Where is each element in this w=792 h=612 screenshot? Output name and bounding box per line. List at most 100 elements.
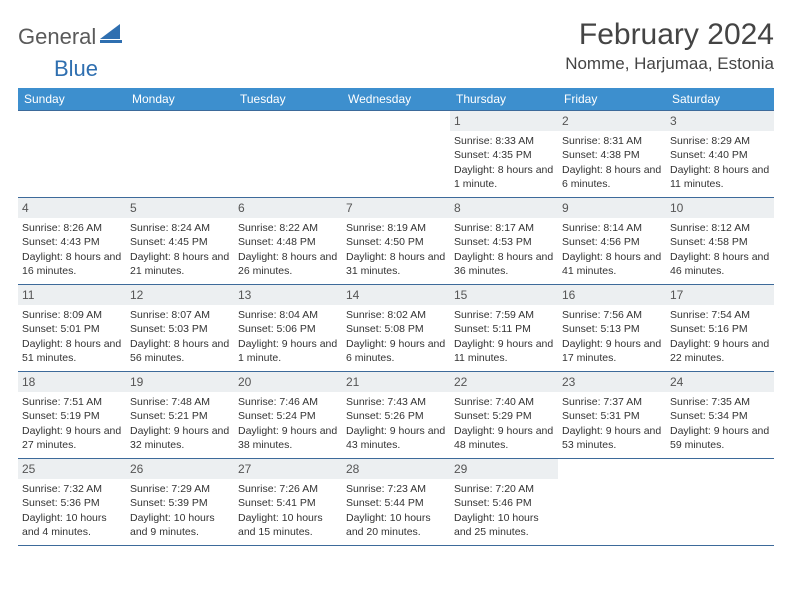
brand-sail-icon (100, 24, 126, 49)
dow-sunday: Sunday (18, 88, 126, 110)
location-text: Nomme, Harjumaa, Estonia (565, 54, 774, 74)
sunset-text: Sunset: 4:43 PM (22, 235, 122, 249)
day-number: 15 (450, 285, 558, 305)
sunrise-text: Sunrise: 7:51 AM (22, 395, 122, 409)
day-info: Sunrise: 8:17 AMSunset: 4:53 PMDaylight:… (454, 221, 554, 278)
sunset-text: Sunset: 4:48 PM (238, 235, 338, 249)
sunset-text: Sunset: 4:50 PM (346, 235, 446, 249)
day-info: Sunrise: 7:51 AMSunset: 5:19 PMDaylight:… (22, 395, 122, 452)
day-cell: 24Sunrise: 7:35 AMSunset: 5:34 PMDayligh… (666, 372, 774, 458)
day-number: 19 (126, 372, 234, 392)
daylight-text: Daylight: 9 hours and 17 minutes. (562, 337, 662, 365)
sunrise-text: Sunrise: 7:48 AM (130, 395, 230, 409)
day-cell: 12Sunrise: 8:07 AMSunset: 5:03 PMDayligh… (126, 285, 234, 371)
day-info: Sunrise: 8:24 AMSunset: 4:45 PMDaylight:… (130, 221, 230, 278)
day-cell: 10Sunrise: 8:12 AMSunset: 4:58 PMDayligh… (666, 198, 774, 284)
sunrise-text: Sunrise: 7:40 AM (454, 395, 554, 409)
sunset-text: Sunset: 5:16 PM (670, 322, 770, 336)
day-cell: 28Sunrise: 7:23 AMSunset: 5:44 PMDayligh… (342, 459, 450, 545)
dow-friday: Friday (558, 88, 666, 110)
daylight-text: Daylight: 9 hours and 32 minutes. (130, 424, 230, 452)
day-cell: 22Sunrise: 7:40 AMSunset: 5:29 PMDayligh… (450, 372, 558, 458)
sunrise-text: Sunrise: 8:17 AM (454, 221, 554, 235)
day-number: 29 (450, 459, 558, 479)
day-cell: 3Sunrise: 8:29 AMSunset: 4:40 PMDaylight… (666, 111, 774, 197)
day-number: 22 (450, 372, 558, 392)
day-cell: 14Sunrise: 8:02 AMSunset: 5:08 PMDayligh… (342, 285, 450, 371)
daylight-text: Daylight: 8 hours and 51 minutes. (22, 337, 122, 365)
daylight-text: Daylight: 8 hours and 36 minutes. (454, 250, 554, 278)
day-info: Sunrise: 8:14 AMSunset: 4:56 PMDaylight:… (562, 221, 662, 278)
day-info: Sunrise: 7:32 AMSunset: 5:36 PMDaylight:… (22, 482, 122, 539)
day-number: 24 (666, 372, 774, 392)
dow-monday: Monday (126, 88, 234, 110)
day-info: Sunrise: 8:33 AMSunset: 4:35 PMDaylight:… (454, 134, 554, 191)
sunset-text: Sunset: 5:36 PM (22, 496, 122, 510)
day-info: Sunrise: 8:26 AMSunset: 4:43 PMDaylight:… (22, 221, 122, 278)
daylight-text: Daylight: 8 hours and 16 minutes. (22, 250, 122, 278)
day-cell: 6Sunrise: 8:22 AMSunset: 4:48 PMDaylight… (234, 198, 342, 284)
daylight-text: Daylight: 9 hours and 27 minutes. (22, 424, 122, 452)
dow-thursday: Thursday (450, 88, 558, 110)
day-cell: 27Sunrise: 7:26 AMSunset: 5:41 PMDayligh… (234, 459, 342, 545)
day-number: 11 (18, 285, 126, 305)
sunrise-text: Sunrise: 7:29 AM (130, 482, 230, 496)
daylight-text: Daylight: 9 hours and 11 minutes. (454, 337, 554, 365)
sunrise-text: Sunrise: 8:29 AM (670, 134, 770, 148)
day-cell: 4Sunrise: 8:26 AMSunset: 4:43 PMDaylight… (18, 198, 126, 284)
daylight-text: Daylight: 10 hours and 15 minutes. (238, 511, 338, 539)
sunrise-text: Sunrise: 7:59 AM (454, 308, 554, 322)
sunrise-text: Sunrise: 8:09 AM (22, 308, 122, 322)
day-info: Sunrise: 8:12 AMSunset: 4:58 PMDaylight:… (670, 221, 770, 278)
day-cell: 15 Sunrise: 7:59 AMSunset: 5:11 PMDayligh… (450, 285, 558, 371)
sunset-text: Sunset: 4:58 PM (670, 235, 770, 249)
daylight-text: Daylight: 8 hours and 21 minutes. (130, 250, 230, 278)
daylight-text: Daylight: 8 hours and 46 minutes. (670, 250, 770, 278)
daylight-text: Daylight: 8 hours and 56 minutes. (130, 337, 230, 365)
week-row: 1Sunrise: 8:33 AMSunset: 4:35 PMDaylight… (18, 110, 774, 197)
daylight-text: Daylight: 9 hours and 6 minutes. (346, 337, 446, 365)
day-cell: 17Sunrise: 7:54 AMSunset: 5:16 PMDayligh… (666, 285, 774, 371)
sunrise-text: Sunrise: 8:31 AM (562, 134, 662, 148)
sunset-text: Sunset: 4:56 PM (562, 235, 662, 249)
sunset-text: Sunset: 4:38 PM (562, 148, 662, 162)
daylight-text: Daylight: 9 hours and 43 minutes. (346, 424, 446, 452)
sunrise-text: Sunrise: 7:56 AM (562, 308, 662, 322)
day-number: 13 (234, 285, 342, 305)
day-number: 8 (450, 198, 558, 218)
day-info: Sunrise: 8:22 AMSunset: 4:48 PMDaylight:… (238, 221, 338, 278)
day-info: Sunrise: 7:29 AMSunset: 5:39 PMDaylight:… (130, 482, 230, 539)
day-cell: 9Sunrise: 8:14 AMSunset: 4:56 PMDaylight… (558, 198, 666, 284)
daylight-text: Daylight: 10 hours and 25 minutes. (454, 511, 554, 539)
sunrise-text: Sunrise: 8:19 AM (346, 221, 446, 235)
sunrise-text: Sunrise: 7:37 AM (562, 395, 662, 409)
day-cell: 16Sunrise: 7:56 AMSunset: 5:13 PMDayligh… (558, 285, 666, 371)
brand-word-2: Blue (54, 58, 98, 80)
day-info: Sunrise: 8:07 AMSunset: 5:03 PMDaylight:… (130, 308, 230, 365)
day-info: Sunrise: 7:37 AMSunset: 5:31 PMDaylight:… (562, 395, 662, 452)
sunrise-text: Sunrise: 7:43 AM (346, 395, 446, 409)
day-cell: 2Sunrise: 8:31 AMSunset: 4:38 PMDaylight… (558, 111, 666, 197)
day-info: Sunrise: 7:54 AMSunset: 5:16 PMDaylight:… (670, 308, 770, 365)
day-number: 25 (18, 459, 126, 479)
sunset-text: Sunset: 5:11 PM (454, 322, 554, 336)
day-info: Sunrise: 7:48 AMSunset: 5:21 PMDaylight:… (130, 395, 230, 452)
day-number: 18 (18, 372, 126, 392)
sunrise-text: Sunrise: 8:07 AM (130, 308, 230, 322)
sunset-text: Sunset: 5:46 PM (454, 496, 554, 510)
sunrise-text: Sunrise: 7:26 AM (238, 482, 338, 496)
dow-saturday: Saturday (666, 88, 774, 110)
daylight-text: Daylight: 8 hours and 1 minute. (454, 163, 554, 191)
day-info: Sunrise: 8:29 AMSunset: 4:40 PMDaylight:… (670, 134, 770, 191)
day-cell-empty (342, 111, 450, 197)
daylight-text: Daylight: 8 hours and 26 minutes. (238, 250, 338, 278)
sunset-text: Sunset: 4:53 PM (454, 235, 554, 249)
day-info: Sunrise: 7:56 AMSunset: 5:13 PMDaylight:… (562, 308, 662, 365)
weeks-container: 1Sunrise: 8:33 AMSunset: 4:35 PMDaylight… (18, 110, 774, 546)
day-info: Sunrise: 8:02 AMSunset: 5:08 PMDaylight:… (346, 308, 446, 365)
day-number: 2 (558, 111, 666, 131)
day-cell-empty (234, 111, 342, 197)
day-info: Sunrise: 7:59 AMSunset: 5:11 PMDaylight:… (454, 308, 554, 365)
day-info: Sunrise: 7:23 AMSunset: 5:44 PMDaylight:… (346, 482, 446, 539)
daylight-text: Daylight: 8 hours and 41 minutes. (562, 250, 662, 278)
